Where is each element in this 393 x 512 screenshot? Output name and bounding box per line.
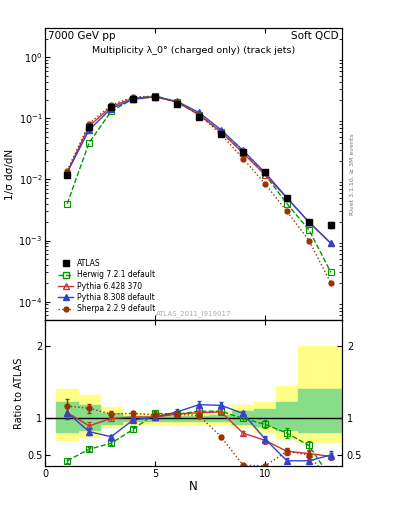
Text: Soft QCD: Soft QCD bbox=[291, 31, 339, 41]
X-axis label: N: N bbox=[189, 480, 198, 493]
Y-axis label: 1/σ dσ/dN: 1/σ dσ/dN bbox=[6, 148, 15, 200]
Legend: ATLAS, Herwig 7.2.1 default, Pythia 6.428 370, Pythia 8.308 default, Sherpa 2.2.: ATLAS, Herwig 7.2.1 default, Pythia 6.42… bbox=[58, 259, 155, 313]
Y-axis label: Ratio to ATLAS: Ratio to ATLAS bbox=[14, 357, 24, 429]
Y-axis label: Rivet 3.1.10, ≥ 3M events: Rivet 3.1.10, ≥ 3M events bbox=[349, 133, 354, 215]
Text: ATLAS_2011_I919017: ATLAS_2011_I919017 bbox=[156, 310, 231, 317]
Text: 7000 GeV pp: 7000 GeV pp bbox=[48, 31, 116, 41]
Text: Multiplicity λ_0° (charged only) (track jets): Multiplicity λ_0° (charged only) (track … bbox=[92, 46, 295, 55]
